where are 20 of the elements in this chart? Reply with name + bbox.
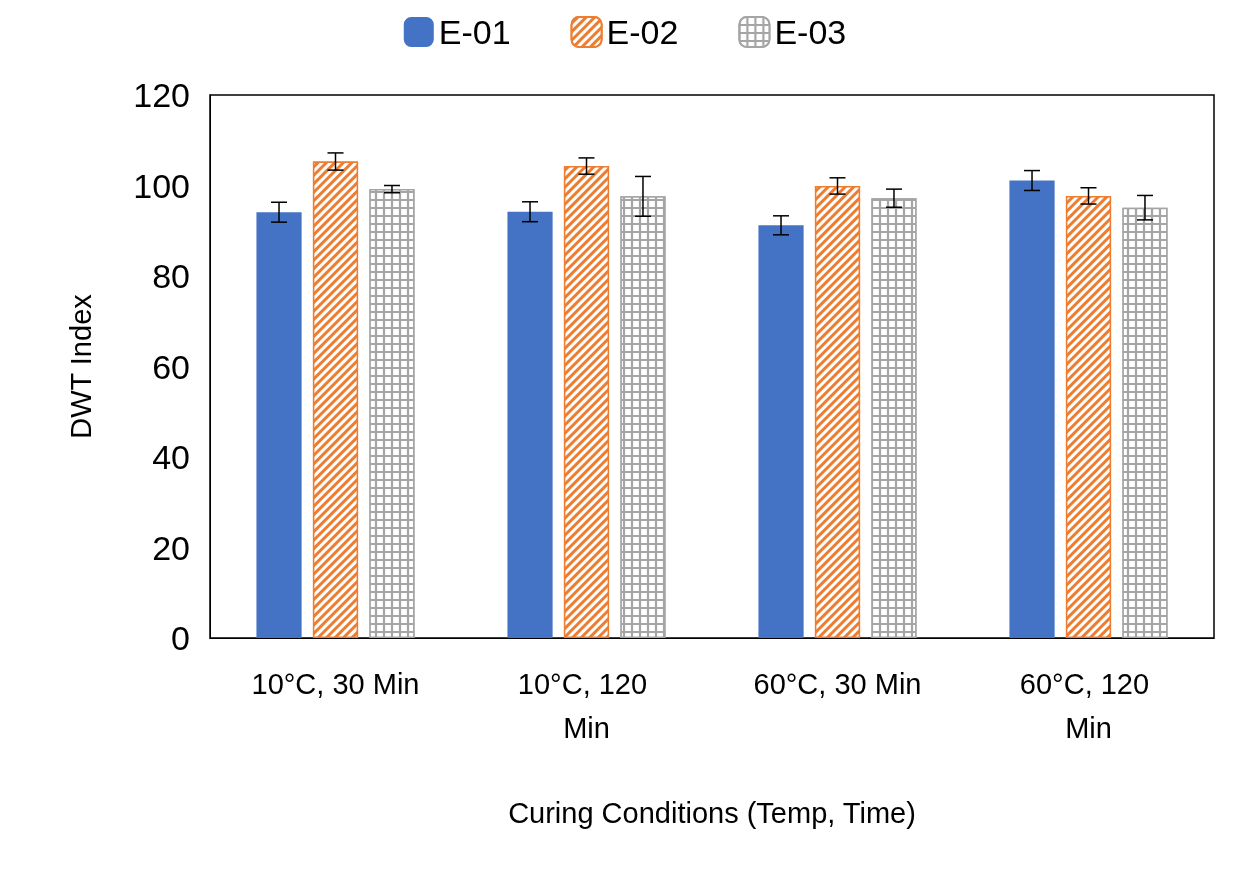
y-tick-label: 80 — [152, 257, 190, 295]
x-tick-label: 10°C, 120 Min — [517, 668, 656, 744]
bar — [758, 225, 804, 638]
y-tick-label: 20 — [152, 528, 190, 567]
y-tick-label: 60 — [152, 347, 190, 386]
y-tick-label: 100 — [133, 166, 190, 205]
x-tick-label: 10°C, 30 Min — [251, 668, 420, 700]
bar — [1009, 180, 1055, 638]
x-tick-label: 60°C, 30 Min — [753, 668, 922, 700]
legend-label: E-02 — [606, 13, 679, 51]
x-tick-label: 60°C, 120 Min — [1019, 668, 1158, 744]
bar — [507, 211, 553, 638]
y-tick-label: 0 — [171, 619, 190, 657]
y-axis-title: DWT Index — [64, 293, 97, 439]
legend-label: E-03 — [774, 13, 847, 51]
y-tick-label: 40 — [152, 438, 190, 476]
bar — [256, 212, 302, 638]
y-tick-label: 120 — [133, 76, 190, 114]
legend-label: E-01 — [438, 13, 511, 51]
x-axis-title: Curing Conditions (Temp, Time) — [508, 796, 916, 829]
